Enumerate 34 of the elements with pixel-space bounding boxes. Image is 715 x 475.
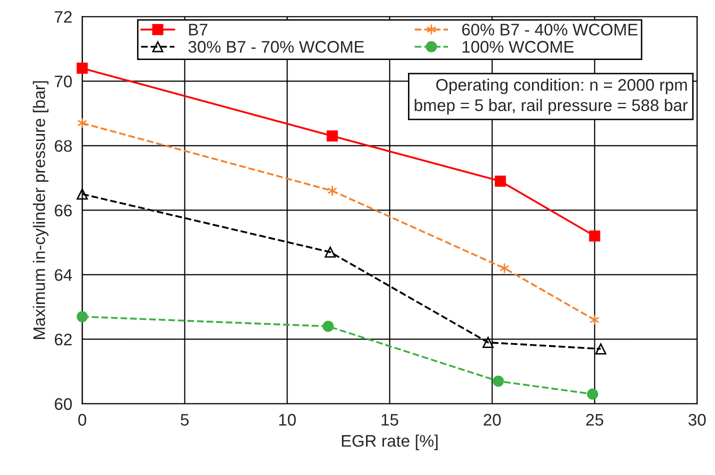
x-tick-label: 20 xyxy=(484,414,501,426)
point xyxy=(76,311,88,322)
point xyxy=(587,388,598,400)
point xyxy=(322,320,334,332)
point xyxy=(492,376,504,387)
legend-label: 30% B7 - 70% WCOME xyxy=(188,40,364,53)
legend-label: 100% WCOME xyxy=(462,40,574,53)
point xyxy=(589,230,600,242)
y-tick-label: 66 xyxy=(54,204,72,216)
y-tick-label: 62 xyxy=(54,334,72,346)
point xyxy=(324,246,336,258)
x-axis-title: EGR rate [%] xyxy=(342,434,438,450)
point xyxy=(76,188,88,200)
y-axis-title: Maximum in-cylinder pressure [bar] xyxy=(32,81,48,339)
x-tick-label: 5 xyxy=(180,414,189,426)
point xyxy=(77,118,88,129)
x-tick-label: 0 xyxy=(78,414,86,426)
y-tick-label: 68 xyxy=(54,140,72,152)
annotation: Operating condition: n = 2000 rpm bmep = 5 bar, rail pressure = 588 bar xyxy=(414,78,688,114)
point xyxy=(326,130,338,142)
y-tick-label: 70 xyxy=(54,76,72,88)
point xyxy=(595,343,606,354)
x-tick-label: 10 xyxy=(279,414,296,426)
x-tick-label: 25 xyxy=(586,414,604,426)
x-tick-label: 15 xyxy=(382,414,398,426)
legend-label: 60% B7 - 40% WCOME xyxy=(462,24,638,36)
y-tick-label: 64 xyxy=(54,269,72,281)
y-tick-label: 60 xyxy=(54,398,72,410)
point xyxy=(494,176,506,187)
y-tick-label: 72 xyxy=(54,11,72,23)
legend-label: B7 xyxy=(189,24,208,36)
point xyxy=(482,336,494,348)
x-tick-label: 30 xyxy=(688,414,706,426)
point xyxy=(76,62,88,74)
